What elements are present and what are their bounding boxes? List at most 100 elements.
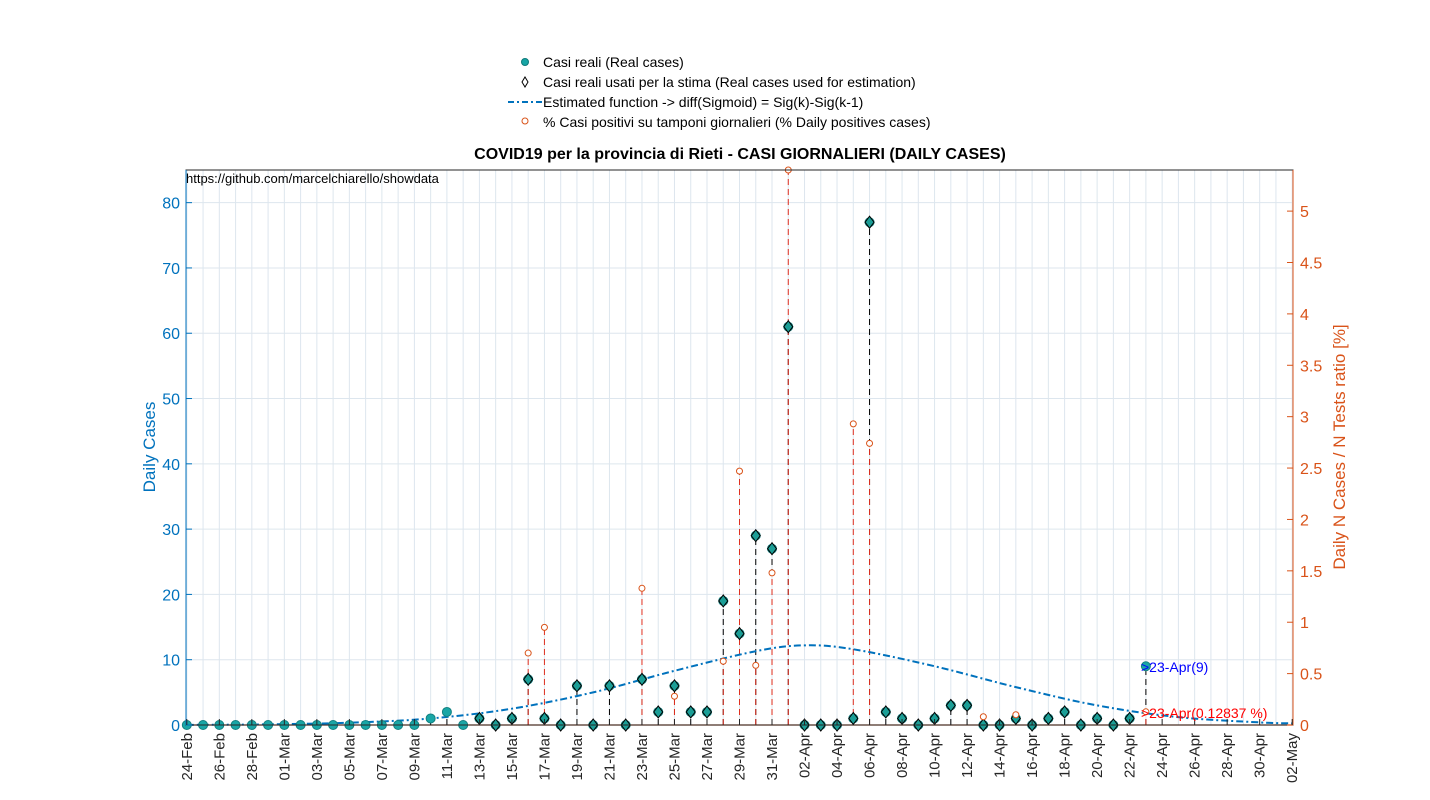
x-tick-label: 15-Mar — [504, 733, 521, 781]
y-tick-left-label: 50 — [162, 392, 180, 409]
ratio-point — [670, 692, 678, 700]
ratio-point — [719, 657, 727, 665]
x-tick-label: 14-Apr — [992, 733, 1009, 778]
real-case-point — [425, 713, 436, 724]
x-tick-label: 08-Apr — [894, 733, 911, 778]
estimation-diamond — [669, 678, 680, 693]
ratio-point — [866, 439, 874, 447]
estimation-diamond — [945, 698, 956, 713]
legend-label-real-cases: Casi reali (Real cases) — [543, 54, 684, 70]
y-tick-right-label: 0 — [1300, 718, 1309, 735]
estimation-diamond — [718, 594, 729, 608]
estimation-diamond — [523, 672, 534, 687]
x-tick-label: 31-Mar — [764, 733, 781, 781]
y-tick-left-label: 10 — [162, 653, 180, 670]
y-tick-right-label: 4.5 — [1300, 256, 1322, 273]
y-tick-right-label: 1.5 — [1300, 564, 1322, 581]
x-tick-label: 10-Apr — [927, 733, 944, 778]
x-tick-label: 09-Mar — [406, 733, 423, 781]
x-tick-label: 11-Mar — [439, 733, 456, 779]
x-tick-label: 25-Mar — [666, 733, 683, 781]
ratio-point — [979, 713, 987, 721]
x-tick-label: 16-Apr — [1024, 733, 1041, 778]
estimation-diamond — [961, 698, 973, 713]
estimation-diamond — [783, 319, 794, 334]
x-tick-label: 06-Apr — [862, 733, 879, 778]
x-tick-label: 17-Mar — [536, 733, 553, 781]
estimation-diamond — [1059, 705, 1070, 719]
ratio-point — [1142, 708, 1150, 716]
x-tick-label: 23-Mar — [634, 733, 651, 781]
x-tick-label: 26-Feb — [211, 733, 228, 781]
y-tick-left-label: 40 — [162, 457, 180, 474]
ratio-point — [638, 584, 646, 592]
y-tick-left-label: 0 — [171, 718, 180, 735]
y-tick-right-label: 5 — [1300, 204, 1309, 221]
x-tick-label: 18-Apr — [1057, 733, 1074, 778]
annotation-last-cases: >23-Apr(9) — [1141, 659, 1208, 675]
y-tick-left-label: 60 — [162, 326, 180, 343]
y-tick-right-label: 3 — [1300, 410, 1309, 427]
x-tick-label: 24-Apr — [1154, 733, 1171, 778]
x-tick-label: 01-Mar — [276, 733, 293, 781]
y-tick-right-label: 2.5 — [1300, 461, 1322, 478]
estimation-diamond — [848, 711, 859, 726]
estimation-diamond — [636, 672, 648, 687]
estimation-diamond — [1043, 711, 1054, 726]
ratio-point — [540, 623, 548, 631]
legend: Casi reali (Real cases) Casi reali usati… — [508, 54, 930, 130]
legend-dot-marker — [521, 58, 529, 66]
estimation-diamond — [685, 705, 696, 719]
x-tick-label: 28-Apr — [1219, 733, 1236, 778]
x-tick-label: 21-Mar — [601, 733, 618, 781]
y-tick-right-label: 4 — [1300, 307, 1309, 324]
real-case-point — [441, 706, 452, 717]
estimation-diamond — [750, 528, 761, 543]
legend-label-positive-ratio: % Casi positivi su tamponi giornalieri (… — [543, 114, 930, 130]
y-tick-right-label: 3.5 — [1300, 358, 1322, 375]
estimation-diamond — [880, 705, 891, 719]
x-tick-label: 12-Apr — [959, 733, 976, 778]
x-tick-label: 28-Feb — [244, 733, 261, 781]
x-tick-label: 04-Apr — [829, 733, 846, 778]
ratio-point — [524, 649, 532, 657]
y-tick-left-label: 80 — [162, 196, 180, 213]
estimation-diamond — [701, 705, 713, 719]
y-tick-left-label: 30 — [162, 522, 180, 539]
axes: 0 10 20 30 40 50 60 70 80 0 0.5 1 1.5 2 2.5 3 3.5 4 4.5 5 24… — [162, 170, 1322, 783]
x-tick-label: 24-Feb — [179, 733, 196, 781]
estimation-diamond — [604, 678, 615, 693]
legend-label-used-cases: Casi reali usati per la stima (Real case… — [543, 74, 916, 90]
legend-diamond-marker — [521, 76, 529, 88]
y-axis-left-label: Daily Cases — [140, 402, 159, 493]
y-tick-right-label: 1 — [1300, 615, 1309, 632]
x-tick-label: 30-Apr — [1252, 733, 1269, 778]
estimation-diamond — [734, 626, 745, 641]
watermark-url: https://github.com/marcelchiarello/showd… — [186, 171, 440, 186]
y-tick-right-label: 0.5 — [1300, 667, 1322, 684]
ratio-point — [849, 420, 857, 428]
ratio-point — [1012, 711, 1020, 719]
x-tick-label: 13-Mar — [471, 733, 488, 781]
ratio-point — [768, 569, 776, 577]
y-tick-left-label: 70 — [162, 261, 180, 278]
real-case-point — [1140, 661, 1151, 672]
legend-circle-marker — [521, 117, 529, 125]
ratio-point — [736, 467, 743, 475]
annotation-last-ratio: >23-Apr(0.12837 %) — [1141, 705, 1267, 721]
x-tick-label: 07-Mar — [374, 733, 391, 781]
ratio-point — [752, 661, 760, 669]
x-tick-label: 03-Mar — [309, 733, 326, 781]
y-tick-left-label: 20 — [162, 587, 180, 604]
estimation-diamond — [766, 541, 778, 556]
x-tick-label: 02-Apr — [797, 733, 814, 778]
x-tick-label: 29-Mar — [732, 733, 749, 781]
x-tick-label: 05-Mar — [341, 733, 358, 781]
x-tick-label: 27-Mar — [699, 733, 716, 781]
x-tick-label: 02-May — [1284, 733, 1301, 784]
x-tick-label: 20-Apr — [1089, 733, 1106, 778]
y-axis-right-label: Daily N Cases / N Tests ratio [%] — [1330, 324, 1349, 569]
x-tick-label: 26-Apr — [1187, 733, 1204, 778]
y-tick-right-label: 2 — [1300, 512, 1309, 529]
